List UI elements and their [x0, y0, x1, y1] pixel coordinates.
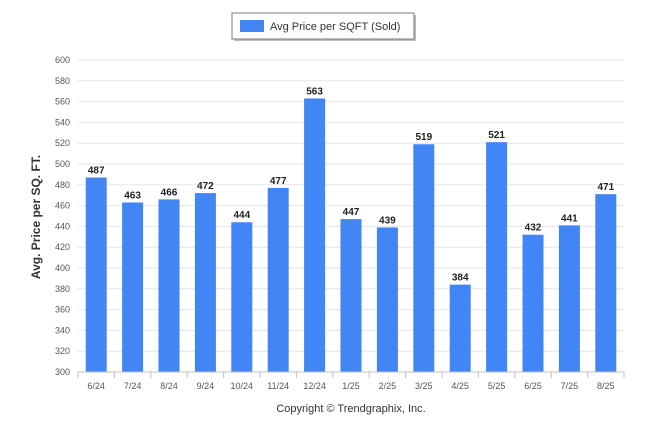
x-tick-label: 8/25: [597, 381, 615, 391]
y-axis-label: Avg. Price per SQ. FT.: [29, 155, 43, 279]
y-tick-label: 560: [55, 97, 70, 107]
x-tick-label: 6/25: [524, 381, 542, 391]
y-tick-label: 600: [55, 55, 70, 65]
x-tick-label: 7/24: [124, 381, 142, 391]
data-label: 519: [415, 132, 432, 143]
x-tick-label: 5/25: [488, 381, 506, 391]
x-tick-label: 8/24: [160, 381, 178, 391]
data-label: 472: [197, 181, 214, 192]
x-tick-label: 7/25: [561, 381, 579, 391]
bar: [413, 144, 435, 372]
data-label: 466: [161, 187, 178, 198]
bar: [449, 284, 471, 372]
bar: [267, 187, 289, 372]
data-label: 441: [561, 213, 578, 224]
y-tick-label: 460: [55, 201, 70, 211]
bar: [158, 199, 180, 372]
y-tick-label: 580: [55, 76, 70, 86]
bar: [376, 227, 398, 372]
y-tick-label: 360: [55, 305, 70, 315]
y-tick-label: 400: [55, 263, 70, 273]
bar: [595, 194, 617, 372]
bar: [194, 193, 216, 372]
bar: [486, 142, 508, 372]
legend: Avg Price per SQFT (Sold): [231, 12, 416, 41]
data-label: 487: [88, 166, 105, 177]
bar: [304, 98, 326, 372]
y-axis-ticks: 300 320 340 360 380 400 420 440 460 480 500 520 540 5…: [55, 55, 70, 377]
y-tick-label: 480: [55, 180, 70, 190]
data-label: 521: [488, 130, 505, 141]
bar: [522, 234, 544, 372]
y-tick-label: 540: [55, 117, 70, 127]
data-label: 463: [124, 190, 141, 201]
y-tick-label: 340: [55, 325, 70, 335]
bar: [85, 177, 107, 372]
x-tick-label: 9/24: [197, 381, 215, 391]
data-label: 477: [270, 176, 287, 187]
bar: [558, 225, 580, 372]
y-tick-label: 320: [55, 346, 70, 356]
bar: [122, 202, 144, 372]
x-tick-label: 3/25: [415, 381, 433, 391]
x-tick-label: 12/24: [303, 381, 326, 391]
data-label: 432: [525, 223, 542, 234]
x-tick-label: 1/25: [342, 381, 360, 391]
x-tick-label: 2/25: [379, 381, 397, 391]
y-tick-label: 300: [55, 367, 70, 377]
bar: [340, 219, 362, 372]
data-label: 444: [233, 210, 250, 221]
data-label: 447: [343, 207, 360, 218]
data-labels: 487 463 466 472 444 477 563 447 439 519 384 521 432 4…: [88, 86, 615, 283]
data-label: 439: [379, 215, 396, 226]
y-tick-label: 500: [55, 159, 70, 169]
x-tick-label: 11/24: [267, 381, 289, 391]
bars: [85, 98, 617, 372]
x-tick-label: 6/24: [87, 381, 105, 391]
bar: [231, 222, 253, 372]
y-tick-label: 380: [55, 284, 70, 294]
data-label: 384: [452, 273, 469, 284]
y-tick-label: 420: [55, 242, 70, 252]
x-tick-label: 4/25: [451, 381, 469, 391]
y-tick-label: 520: [55, 138, 70, 148]
x-tick-label: 10/24: [231, 381, 254, 391]
data-label: 471: [597, 182, 614, 193]
legend-label: Avg Price per SQFT (Sold): [270, 21, 400, 33]
x-axis-ticks: 6/24 7/24 8/24 9/24 10/24 11/24 12/24 1/25 2/25 3…: [77, 372, 625, 391]
y-tick-label: 440: [55, 221, 70, 231]
data-label: 563: [306, 86, 323, 97]
legend-swatch: [240, 20, 264, 32]
copyright-footer: Copyright © Trendgraphix, Inc.: [276, 403, 425, 415]
